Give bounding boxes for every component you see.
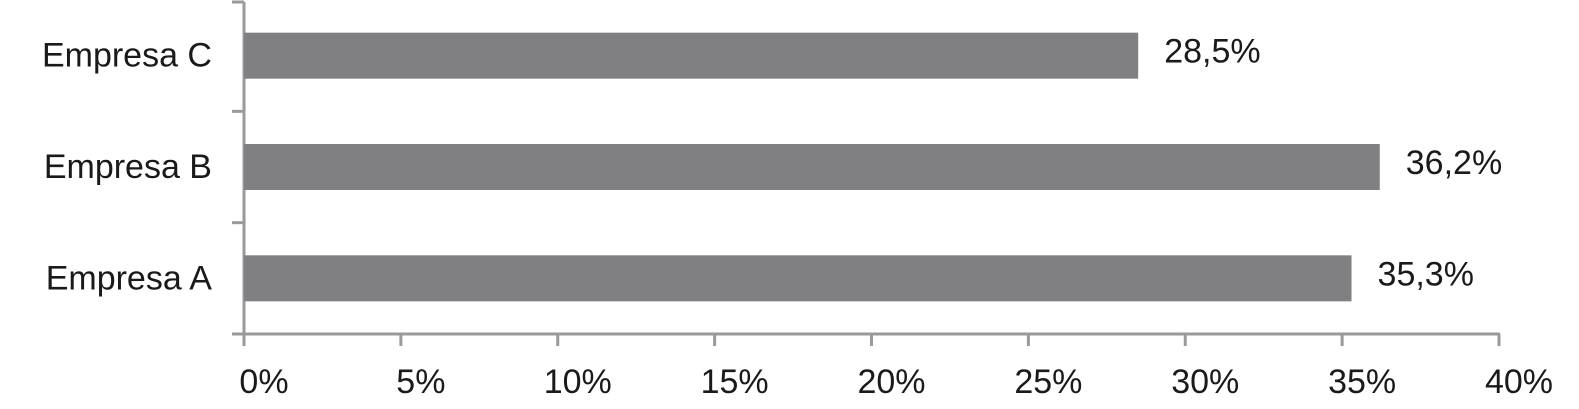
value-label: 28,5% — [1164, 33, 1260, 71]
y-tick-label: Empresa A — [46, 259, 213, 297]
x-tick-label: 35% — [1328, 363, 1396, 401]
x-tick-label: 15% — [701, 363, 769, 401]
bar — [244, 255, 1352, 302]
y-tick-label: Empresa C — [42, 37, 212, 75]
x-tick-label: 20% — [857, 363, 925, 401]
x-tick-label: 10% — [544, 363, 612, 401]
x-tick-label: 30% — [1171, 363, 1239, 401]
x-tick-label: 40% — [1485, 363, 1553, 401]
bar — [244, 32, 1139, 79]
x-tick-label: 25% — [1014, 363, 1082, 401]
value-label: 35,3% — [1378, 255, 1474, 293]
y-tick-label: Empresa B — [44, 148, 212, 186]
bar — [244, 144, 1380, 190]
x-tick-label: 5% — [396, 363, 445, 401]
x-tick-label: 0% — [239, 363, 288, 401]
value-label: 36,2% — [1406, 144, 1502, 182]
